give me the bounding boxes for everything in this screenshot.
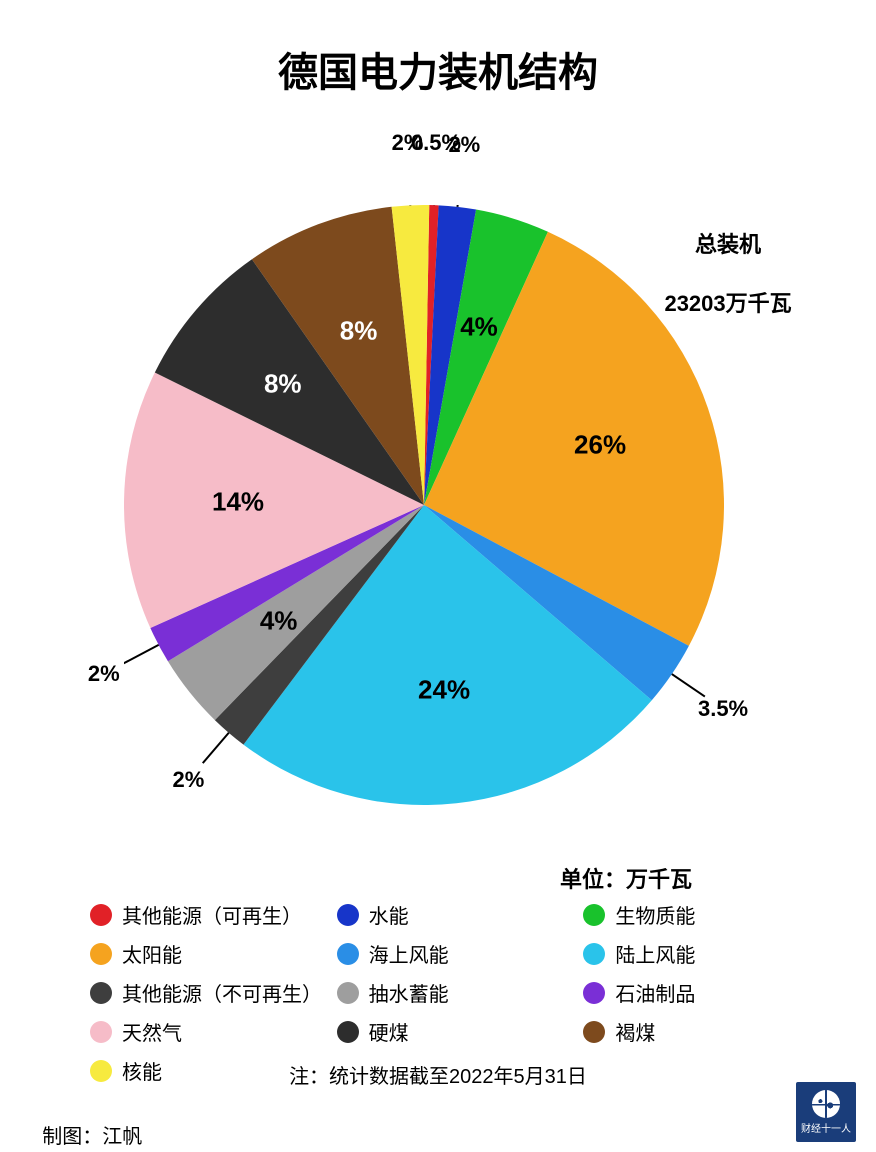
legend-item-petroleum: 石油制品 bbox=[583, 978, 810, 1007]
legend-swatch-other_nonrenewable bbox=[90, 982, 112, 1004]
legend-label-other_nonrenewable: 其他能源（不可再生） bbox=[122, 978, 317, 1007]
slice-label-onshore_wind: 24% bbox=[418, 674, 470, 705]
legend-swatch-hard_coal bbox=[337, 1021, 359, 1043]
slice-label-offshore_wind: 3.5% bbox=[698, 696, 748, 722]
legend-label-hydro: 水能 bbox=[369, 900, 409, 929]
legend-label-petroleum: 石油制品 bbox=[615, 978, 695, 1007]
slice-label-hard_coal: 8% bbox=[264, 368, 302, 399]
slice-label-solar: 26% bbox=[574, 430, 626, 461]
legend-item-natural_gas: 天然气 bbox=[90, 1017, 317, 1046]
globe-icon bbox=[812, 1090, 840, 1118]
legend-label-natural_gas: 天然气 bbox=[122, 1017, 182, 1046]
publisher-name: 财经十一人 bbox=[801, 1120, 851, 1135]
unit-label: 单位：万千瓦 bbox=[560, 862, 692, 894]
legend-item-pumped_storage: 抽水蓄能 bbox=[337, 978, 564, 1007]
legend-swatch-lignite bbox=[583, 1021, 605, 1043]
legend-label-solar: 太阳能 bbox=[122, 939, 182, 968]
slice-label-other_nonrenewable: 2% bbox=[173, 767, 205, 793]
legend-item-lignite: 褐煤 bbox=[583, 1017, 810, 1046]
slice-label-lignite: 8% bbox=[340, 315, 378, 346]
legend: 其他能源（可再生） 水能 生物质能太阳能 海上风能 陆上风能其他能源（不可再生） 抽水蓄能… bbox=[90, 900, 810, 1085]
legend-swatch-other_renewable bbox=[90, 904, 112, 926]
slice-label-natural_gas: 14% bbox=[212, 486, 264, 517]
chart-title: 德国电力装机结构 bbox=[0, 40, 876, 98]
legend-swatch-natural_gas bbox=[90, 1021, 112, 1043]
legend-item-hard_coal: 硬煤 bbox=[337, 1017, 564, 1046]
legend-item-onshore_wind: 陆上风能 bbox=[583, 939, 810, 968]
credits-author: 制图：江帆 bbox=[42, 1126, 142, 1148]
legend-swatch-offshore_wind bbox=[337, 943, 359, 965]
legend-label-lignite: 褐煤 bbox=[615, 1017, 655, 1046]
slice-label-biomass: 4% bbox=[460, 312, 498, 343]
legend-item-hydro: 水能 bbox=[337, 900, 564, 929]
legend-label-other_renewable: 其他能源（可再生） bbox=[122, 900, 302, 929]
legend-swatch-hydro bbox=[337, 904, 359, 926]
leader-hydro bbox=[457, 205, 461, 207]
footnote: 注：统计数据截至2022年5月31日 bbox=[0, 1060, 876, 1089]
publisher-logo: 财经十一人 bbox=[796, 1082, 856, 1142]
legend-item-other_renewable: 其他能源（可再生） bbox=[90, 900, 317, 929]
slice-label-petroleum: 2% bbox=[88, 661, 120, 687]
slice-label-pumped_storage: 4% bbox=[260, 606, 298, 637]
legend-swatch-onshore_wind bbox=[583, 943, 605, 965]
leader-offshore_wind bbox=[672, 674, 705, 697]
legend-label-pumped_storage: 抽水蓄能 bbox=[369, 978, 449, 1007]
legend-label-hard_coal: 硬煤 bbox=[369, 1017, 409, 1046]
legend-label-offshore_wind: 海上风能 bbox=[369, 939, 449, 968]
legend-swatch-petroleum bbox=[583, 982, 605, 1004]
leader-other_nonrenewable bbox=[203, 733, 229, 763]
legend-item-biomass: 生物质能 bbox=[583, 900, 810, 929]
legend-label-onshore_wind: 陆上风能 bbox=[615, 939, 695, 968]
leader-petroleum bbox=[124, 645, 159, 664]
legend-swatch-pumped_storage bbox=[337, 982, 359, 1004]
chart-root: 德国电力装机结构 总装机 23203万千瓦 0.5%2%4%26%3.5%24%… bbox=[0, 0, 876, 1152]
credits: 制图：江帆 数据来源：德国经济与气候保护部 bbox=[20, 1095, 342, 1152]
legend-swatch-biomass bbox=[583, 904, 605, 926]
legend-label-biomass: 生物质能 bbox=[615, 900, 695, 929]
legend-item-other_nonrenewable: 其他能源（不可再生） bbox=[90, 978, 317, 1007]
pie-chart: 0.5%2%4%26%3.5%24%2%4%2%14%8%8%2% bbox=[124, 205, 724, 805]
slice-label-nuclear: 2% bbox=[392, 130, 424, 156]
slice-label-hydro: 2% bbox=[448, 132, 480, 158]
legend-item-offshore_wind: 海上风能 bbox=[337, 939, 564, 968]
legend-item-solar: 太阳能 bbox=[90, 939, 317, 968]
legend-swatch-solar bbox=[90, 943, 112, 965]
